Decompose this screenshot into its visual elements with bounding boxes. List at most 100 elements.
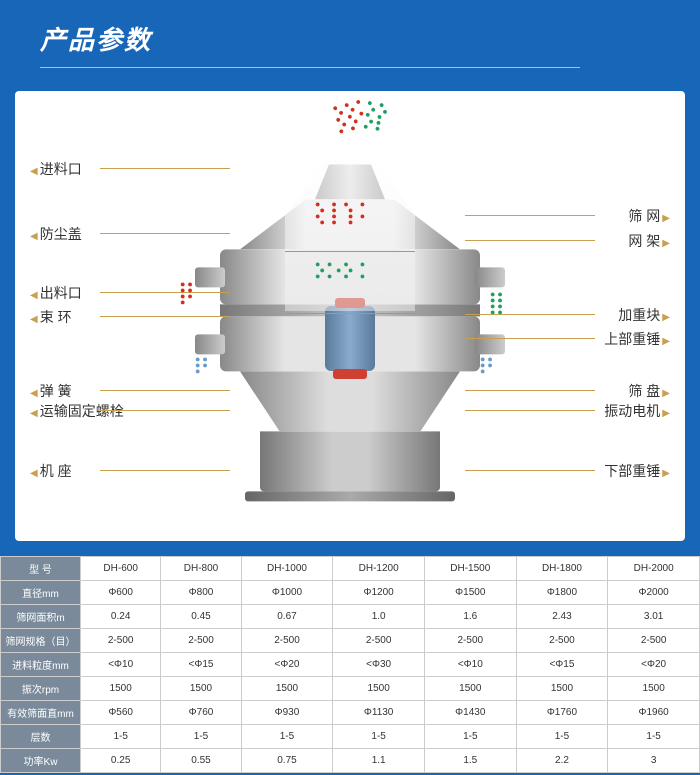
table-cell: Φ1800 xyxy=(516,581,608,605)
table-cell: Φ930 xyxy=(241,701,333,725)
table-cell: Φ1430 xyxy=(424,701,516,725)
row-header: 筛网面积m xyxy=(1,605,81,629)
table-cell: 2-500 xyxy=(424,629,516,653)
table-cell: 2-500 xyxy=(333,629,425,653)
header-divider xyxy=(40,67,580,68)
table-cell: Φ1760 xyxy=(516,701,608,725)
particles-outlet-red: ●●●●●●● xyxy=(180,281,195,305)
screen-mesh-1 xyxy=(285,251,415,252)
particles-inside-green: ● ● ● ● ● ● ●● ● ● ● xyxy=(315,261,367,279)
label-left-3: 束 环 xyxy=(30,307,72,327)
table-cell: 1500 xyxy=(608,677,700,701)
label-left-0: 进料口 xyxy=(30,159,82,179)
table-cell: 1500 xyxy=(333,677,425,701)
table-cell: DH-600 xyxy=(81,557,161,581)
table-cell: 2-500 xyxy=(608,629,700,653)
table-cell: DH-1800 xyxy=(516,557,608,581)
lead-line xyxy=(100,316,230,317)
label-right-4: 筛 盘 xyxy=(628,381,670,401)
lead-line xyxy=(100,168,230,169)
lead-line xyxy=(465,338,595,339)
table-row: 型 号DH-600DH-800DH-1000DH-1200DH-1500DH-1… xyxy=(1,557,700,581)
lead-line xyxy=(465,215,595,216)
table-cell: 1.1 xyxy=(333,749,425,773)
lead-line xyxy=(100,292,230,293)
table-cell: Φ1960 xyxy=(608,701,700,725)
table-cell: 2-500 xyxy=(81,629,161,653)
label-right-5: 振动电机 xyxy=(604,401,670,421)
table-cell: Φ560 xyxy=(81,701,161,725)
table-cell: 1-5 xyxy=(161,725,241,749)
table-row: 筛网面积m0.240.450.671.01.62.433.01 xyxy=(1,605,700,629)
table-cell: Φ1000 xyxy=(241,581,333,605)
row-header: 直径mm xyxy=(1,581,81,605)
table-cell: Φ760 xyxy=(161,701,241,725)
table-cell: 1.0 xyxy=(333,605,425,629)
lead-line xyxy=(100,390,230,391)
row-header: 进料粒度mm xyxy=(1,653,81,677)
table-cell: Φ600 xyxy=(81,581,161,605)
table-cell: 0.67 xyxy=(241,605,333,629)
row-header: 筛网规格（目） xyxy=(1,629,81,653)
table-cell: 2-500 xyxy=(516,629,608,653)
table-cell: <Φ10 xyxy=(81,653,161,677)
table-cell: <Φ10 xyxy=(424,653,516,677)
table-cell: Φ1500 xyxy=(424,581,516,605)
label-right-2: 加重块 xyxy=(618,305,670,325)
table-cell: DH-1500 xyxy=(424,557,516,581)
table-cell: 1500 xyxy=(161,677,241,701)
lead-line xyxy=(465,240,595,241)
base-foot xyxy=(245,491,455,501)
lead-line xyxy=(465,470,595,471)
particles-blue-l: ●●●●● xyxy=(195,356,210,374)
lead-line xyxy=(100,233,230,234)
table-cell: 2-500 xyxy=(161,629,241,653)
table-cell: 0.45 xyxy=(161,605,241,629)
spec-table-wrap: 型 号DH-600DH-800DH-1000DH-1200DH-1500DH-1… xyxy=(0,556,700,773)
table-cell: 2-500 xyxy=(241,629,333,653)
table-cell: Φ1200 xyxy=(333,581,425,605)
table-cell: 1500 xyxy=(424,677,516,701)
row-header: 振次rpm xyxy=(1,677,81,701)
lead-line xyxy=(465,410,595,411)
table-cell: 1-5 xyxy=(241,725,333,749)
label-left-6: 机 座 xyxy=(30,461,72,481)
table-row: 筛网规格（目）2-5002-5002-5002-5002-5002-5002-5… xyxy=(1,629,700,653)
table-cell: <Φ15 xyxy=(161,653,241,677)
base-cone xyxy=(240,371,460,431)
row-header: 有效筛面直mm xyxy=(1,701,81,725)
table-cell: <Φ20 xyxy=(608,653,700,677)
label-left-4: 弹 簧 xyxy=(30,381,72,401)
particles-green: ● ● ● ●● ● ●●● ● xyxy=(363,99,392,133)
label-right-6: 下部重锤 xyxy=(604,461,670,481)
table-cell: 2.2 xyxy=(516,749,608,773)
table-cell: 1.5 xyxy=(424,749,516,773)
table-row: 层数1-51-51-51-51-51-51-5 xyxy=(1,725,700,749)
screen-mesh-2 xyxy=(285,313,415,314)
table-cell: 1500 xyxy=(81,677,161,701)
table-cell: 0.25 xyxy=(81,749,161,773)
page-title: 产品参数 xyxy=(40,20,660,57)
table-cell: 3 xyxy=(608,749,700,773)
table-cell: DH-800 xyxy=(161,557,241,581)
machine-diagram: ● ● ● ● ●● ● ● ● ●● ● ● ● ● ●● ● ●●● ● ●… xyxy=(15,91,685,541)
table-row: 直径mmΦ600Φ800Φ1000Φ1200Φ1500Φ1800Φ2000 xyxy=(1,581,700,605)
table-cell: 1500 xyxy=(241,677,333,701)
table-cell: 0.75 xyxy=(241,749,333,773)
vibration-motor xyxy=(325,306,375,371)
table-cell: DH-2000 xyxy=(608,557,700,581)
table-cell: 1-5 xyxy=(608,725,700,749)
table-cell: 1-5 xyxy=(424,725,516,749)
lead-line xyxy=(100,470,230,471)
table-cell: 0.55 xyxy=(161,749,241,773)
particles-inside-red: ● ● ● ● ● ● ●● ● ● ● ● ● ● xyxy=(315,201,367,225)
table-cell: 1-5 xyxy=(81,725,161,749)
table-cell: Φ2000 xyxy=(608,581,700,605)
table-row: 进料粒度mm<Φ10<Φ15<Φ20<Φ30<Φ10<Φ15<Φ20 xyxy=(1,653,700,677)
table-cell: <Φ20 xyxy=(241,653,333,677)
spec-table: 型 号DH-600DH-800DH-1000DH-1200DH-1500DH-1… xyxy=(0,556,700,773)
lead-line xyxy=(465,314,595,315)
table-row: 振次rpm1500150015001500150015001500 xyxy=(1,677,700,701)
row-header: 功率Kw xyxy=(1,749,81,773)
particles-outlet-green: ●●●●●●●● xyxy=(490,291,505,315)
